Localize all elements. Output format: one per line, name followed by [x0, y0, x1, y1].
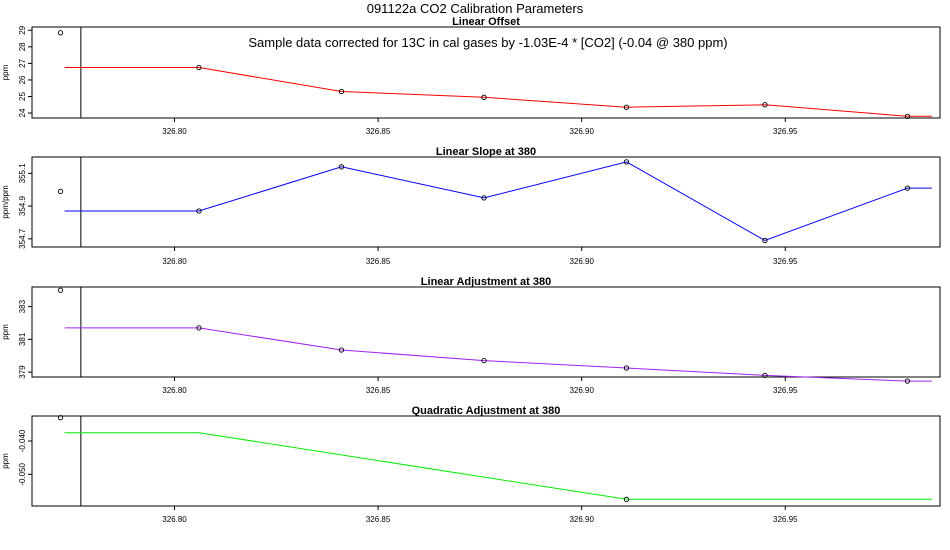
panel-1: Linear Offset Sample data corrected for 1…: [1, 16, 941, 136]
data-point: [623, 496, 630, 502]
figure-title: 091122a CO2 Calibration Parameters: [367, 1, 584, 16]
panel-title: Linear Offset: [452, 16, 520, 28]
panel-2: Linear Slope at 380 ppm/ppm 354.7 354.9 355.…: [1, 146, 941, 266]
panel-4: Quadratic Adjustment at 380 ppm -0.040 -0.0…: [1, 405, 941, 524]
y-tick-label: 383: [18, 299, 27, 313]
plot-frame: [31, 415, 941, 507]
y-tick-label: 28: [18, 42, 27, 51]
x-tick-label: 326.95: [773, 257, 798, 266]
y-tick-label: 379: [18, 365, 27, 379]
data-point: [338, 88, 345, 95]
x-tick-label: 326.90: [569, 386, 594, 395]
y-axis-label: ppm/ppm: [1, 185, 10, 219]
x-tick-label: 326.85: [366, 515, 391, 524]
x-tick-label: 326.90: [569, 515, 594, 524]
series-line: [64, 327, 932, 382]
x-tick-label: 326.95: [773, 127, 798, 136]
data-point: [57, 188, 64, 195]
y-axis-label: ppm: [1, 453, 10, 469]
y-tick-label: -0.040: [18, 429, 27, 452]
x-tick-label: 326.90: [569, 127, 594, 136]
data-point: [623, 104, 630, 110]
data-point: [904, 113, 911, 119]
y-tick-label: 355.1: [18, 163, 27, 184]
plot-frame: [31, 156, 941, 248]
data-point: [57, 415, 64, 421]
y-axis-label: ppm: [1, 64, 10, 80]
series-line: [64, 432, 932, 500]
x-tick-label: 326.85: [366, 127, 391, 136]
series-line: [64, 67, 932, 117]
x-tick-label: 326.85: [366, 386, 391, 395]
y-tick-label: 381: [18, 332, 27, 346]
data-point: [762, 237, 768, 244]
panel-3: Linear Adjustment at 380 ppm 379 381 383 326.…: [1, 276, 941, 395]
y-tick-label: -0.050: [18, 462, 27, 485]
data-point: [762, 372, 768, 379]
y-tick-label: 25: [18, 91, 27, 100]
x-tick-label: 326.80: [162, 386, 187, 395]
data-point: [196, 64, 202, 71]
data-point: [762, 102, 768, 108]
x-tick-label: 326.95: [773, 386, 798, 395]
data-point: [57, 287, 64, 293]
series-line: [64, 161, 932, 242]
panel-title: Linear Slope at 380: [436, 146, 536, 158]
data-point: [196, 325, 202, 331]
panel-title: Linear Adjustment at 380: [421, 276, 551, 288]
x-tick-label: 326.80: [162, 515, 187, 524]
y-tick-label: 24: [18, 108, 27, 117]
data-point: [481, 94, 487, 100]
plot-frame: [31, 286, 941, 378]
panel-title: Quadratic Adjustment at 380: [412, 405, 561, 417]
x-tick-label: 326.95: [773, 515, 798, 524]
data-point: [481, 195, 487, 201]
data-point: [57, 30, 64, 36]
panels: Linear Offset Sample data corrected for 1…: [1, 16, 941, 524]
x-tick-label: 326.80: [162, 257, 187, 266]
data-point: [623, 159, 630, 165]
data-point: [904, 378, 911, 384]
y-tick-label: 354.7: [18, 228, 27, 249]
x-tick-label: 326.85: [366, 257, 391, 266]
data-point: [338, 347, 345, 353]
data-point: [904, 185, 911, 191]
y-axis-label: ppm: [1, 324, 10, 340]
x-tick-label: 326.90: [569, 257, 594, 266]
y-tick-label: 27: [18, 58, 27, 67]
x-tick-label: 326.80: [162, 127, 187, 136]
data-point: [338, 164, 345, 170]
y-tick-label: 26: [18, 75, 27, 84]
panel-annotation: Sample data corrected for 13C in cal gas…: [248, 35, 727, 50]
data-point: [623, 365, 630, 371]
plot-frame: [31, 26, 941, 119]
data-point: [481, 357, 487, 364]
y-tick-label: 354.9: [18, 196, 27, 217]
y-tick-label: 29: [18, 25, 27, 34]
data-point: [196, 208, 202, 214]
